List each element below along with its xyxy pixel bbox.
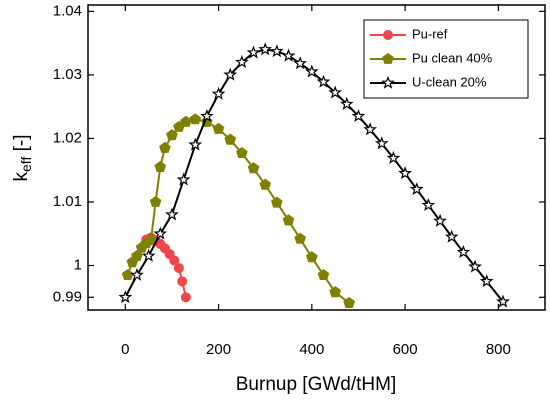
- marker: [468, 259, 482, 273]
- legend: Pu-ref Pu clean 40% U-clean 20%: [363, 19, 529, 99]
- y-tick-label: 1: [74, 256, 82, 273]
- x-tick-label: 0: [121, 341, 129, 358]
- marker: [281, 48, 296, 62]
- marker: [236, 146, 248, 158]
- marker: [351, 108, 366, 122]
- legend-label: Pu-ref: [412, 26, 448, 41]
- marker: [130, 267, 144, 281]
- marker: [339, 96, 354, 111]
- marker: [189, 113, 202, 125]
- marker: [177, 276, 188, 287]
- marker: [169, 255, 180, 266]
- marker: [154, 160, 167, 172]
- marker: [224, 133, 237, 145]
- marker: [456, 244, 471, 258]
- legend-marker: [381, 75, 395, 89]
- y-label-main: k: [11, 171, 32, 181]
- marker: [363, 122, 378, 136]
- x-tick-label: 400: [299, 341, 324, 358]
- y-label-rest: [-]: [11, 135, 32, 157]
- marker: [409, 182, 424, 196]
- y-label-sub: eff: [18, 157, 34, 172]
- marker: [200, 108, 214, 122]
- marker: [304, 64, 319, 78]
- marker: [173, 263, 184, 274]
- marker: [294, 232, 306, 244]
- marker: [166, 129, 178, 141]
- marker: [121, 268, 134, 280]
- marker: [141, 248, 156, 262]
- marker: [328, 85, 343, 99]
- marker: [188, 137, 203, 151]
- legend-label: U-clean 20%: [412, 74, 487, 89]
- marker: [131, 249, 143, 261]
- x-axis-label: Burnup [GWd/tHM]: [236, 374, 397, 395]
- legend-label: Pu clean 40%: [412, 50, 493, 65]
- marker: [269, 44, 284, 58]
- marker: [176, 172, 191, 186]
- x-tick-label: 200: [206, 341, 231, 358]
- marker: [317, 268, 330, 280]
- marker: [159, 141, 171, 153]
- x-tick-label: 800: [486, 341, 511, 358]
- marker: [235, 54, 249, 68]
- legend-marker: [383, 30, 393, 40]
- marker: [271, 196, 283, 208]
- marker: [421, 197, 436, 211]
- marker: [293, 56, 308, 70]
- marker: [153, 226, 168, 240]
- x-tick-label: 600: [393, 341, 418, 358]
- marker: [316, 74, 331, 88]
- marker: [246, 45, 261, 59]
- marker: [118, 290, 133, 304]
- marker: [211, 86, 226, 100]
- marker: [180, 292, 191, 303]
- y-tick-label: 1.01: [53, 193, 82, 210]
- marker: [282, 214, 295, 226]
- marker: [306, 251, 318, 263]
- marker: [496, 294, 510, 308]
- marker: [329, 286, 341, 298]
- y-tick-label: 0.99: [53, 288, 82, 305]
- plot-frame: [87, 4, 546, 311]
- y-tick-label: 1.02: [53, 129, 82, 146]
- marker: [165, 207, 179, 221]
- marker: [479, 274, 494, 288]
- marker: [212, 122, 225, 134]
- marker: [223, 67, 238, 81]
- marker: [145, 233, 157, 246]
- marker: [433, 213, 447, 227]
- legend-marker: [382, 52, 394, 64]
- y-axis-label: keff [-]: [11, 135, 34, 182]
- marker: [247, 162, 260, 174]
- marker: [444, 229, 459, 243]
- marker: [149, 195, 162, 207]
- y-tick-label: 1.03: [53, 66, 82, 83]
- marker: [343, 296, 355, 308]
- marker: [374, 136, 389, 150]
- y-tick-label: 1.04: [53, 2, 82, 19]
- marker: [259, 178, 271, 190]
- marker: [398, 166, 412, 180]
- marker: [258, 42, 273, 56]
- marker: [386, 150, 401, 165]
